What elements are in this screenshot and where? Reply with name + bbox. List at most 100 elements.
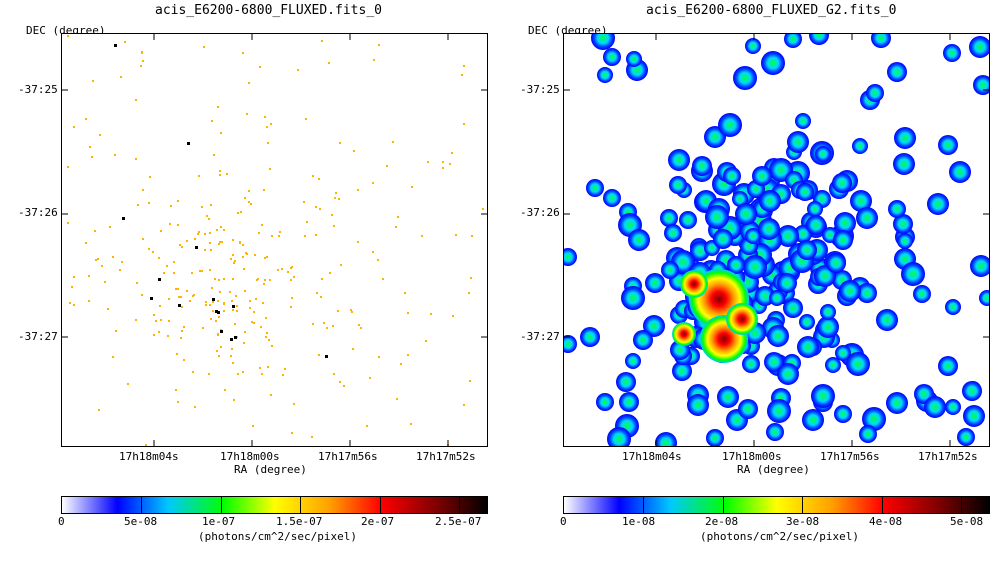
flux-pixel xyxy=(233,262,235,264)
flux-blob xyxy=(945,399,961,415)
flux-pixel xyxy=(284,368,286,370)
flux-pixel xyxy=(312,175,314,177)
flux-blob xyxy=(945,299,961,315)
flux-blob xyxy=(596,393,614,411)
flux-pixel xyxy=(194,238,196,240)
flux-pixel-peak xyxy=(187,142,190,145)
flux-pixel xyxy=(209,242,211,244)
flux-pixel xyxy=(104,281,106,283)
flux-pixel xyxy=(366,425,368,427)
flux-hotspot xyxy=(680,270,708,298)
flux-pixel xyxy=(316,292,318,294)
flux-pixel xyxy=(99,134,101,136)
flux-blob xyxy=(727,256,745,274)
flux-pixel xyxy=(194,406,196,408)
flux-pixel xyxy=(221,241,223,243)
y-tick-label: -37:27 xyxy=(520,330,560,343)
flux-pixel xyxy=(95,259,97,261)
flux-blob xyxy=(661,261,679,279)
flux-pixel xyxy=(223,302,225,304)
flux-pixel xyxy=(232,309,234,311)
flux-blob xyxy=(597,67,613,83)
colorbar-tick-label: 4e-08 xyxy=(869,515,903,528)
colorbar-tick-label: 0 xyxy=(58,515,65,528)
flux-pixel xyxy=(253,311,255,313)
flux-pixel xyxy=(397,216,399,218)
flux-pixel xyxy=(201,206,203,208)
image-frame-left[interactable] xyxy=(61,33,488,447)
flux-pixel xyxy=(142,60,144,62)
flux-pixel-peak xyxy=(122,217,125,220)
flux-pixel xyxy=(382,278,384,280)
flux-pixel xyxy=(223,229,225,231)
flux-blob xyxy=(625,353,641,369)
flux-pixel xyxy=(97,258,99,260)
flux-pixel xyxy=(270,123,272,125)
flux-pixel xyxy=(293,403,295,405)
flux-pixel xyxy=(249,307,251,309)
flux-pixel xyxy=(136,282,138,284)
flux-blob xyxy=(679,211,697,229)
flux-pixel xyxy=(256,279,258,281)
flux-pixel xyxy=(219,170,221,172)
flux-blob xyxy=(643,315,665,337)
panel-title: acis_E6200-6800_FLUXED_G2.fits_0 xyxy=(646,3,897,18)
flux-pixel xyxy=(339,381,341,383)
flux-blob xyxy=(962,381,982,401)
flux-pixel xyxy=(211,120,213,122)
flux-blob xyxy=(886,392,908,414)
flux-pixel xyxy=(141,52,143,54)
flux-pixel xyxy=(88,275,90,277)
image-canvas[interactable] xyxy=(564,34,989,446)
flux-blob xyxy=(733,66,757,90)
flux-pixel xyxy=(378,356,380,358)
y-tick-label: -37:27 xyxy=(18,330,58,343)
flux-blob xyxy=(970,255,989,277)
flux-pixel xyxy=(234,260,236,262)
flux-blob xyxy=(963,405,985,427)
flux-pixel xyxy=(265,317,267,319)
flux-pixel xyxy=(244,290,246,292)
flux-pixel xyxy=(318,354,320,356)
flux-pixel xyxy=(471,235,473,237)
flux-pixel xyxy=(329,272,331,274)
flux-pixel xyxy=(206,215,208,217)
flux-pixel xyxy=(260,326,262,328)
flux-pixel xyxy=(395,226,397,228)
flux-pixel xyxy=(226,173,228,175)
flux-pixel xyxy=(282,374,284,376)
colorbar-tick-label: 2e-07 xyxy=(361,515,395,528)
flux-pixel xyxy=(386,165,388,167)
flux-pixel xyxy=(372,182,374,184)
flux-pixel xyxy=(311,436,313,438)
flux-pixel xyxy=(264,279,266,281)
flux-pixel xyxy=(198,231,200,233)
image-canvas[interactable] xyxy=(62,34,487,446)
flux-pixel xyxy=(328,62,330,64)
flux-pixel xyxy=(352,348,354,350)
flux-blob xyxy=(743,255,767,279)
flux-blob xyxy=(787,131,809,153)
image-frame-right[interactable] xyxy=(563,33,990,447)
flux-pixel-peak xyxy=(325,355,328,358)
flux-pixel xyxy=(112,356,114,358)
flux-pixel xyxy=(186,290,188,292)
flux-pixel xyxy=(158,257,160,259)
flux-pixel xyxy=(303,201,305,203)
flux-pixel xyxy=(270,394,272,396)
flux-blob xyxy=(797,336,819,358)
flux-pixel xyxy=(203,46,205,48)
flux-blob xyxy=(723,167,741,185)
flux-pixel xyxy=(358,324,360,326)
flux-pixel xyxy=(177,200,179,202)
flux-blob xyxy=(799,314,815,330)
flux-pixel xyxy=(319,208,321,210)
flux-pixel xyxy=(73,276,75,278)
flux-pixel xyxy=(339,142,341,144)
flux-blob xyxy=(626,51,642,67)
flux-pixel xyxy=(216,350,218,352)
colorbar-tick xyxy=(221,497,222,513)
flux-pixel xyxy=(141,294,143,296)
flux-blob xyxy=(979,290,989,306)
flux-pixel xyxy=(223,310,225,312)
